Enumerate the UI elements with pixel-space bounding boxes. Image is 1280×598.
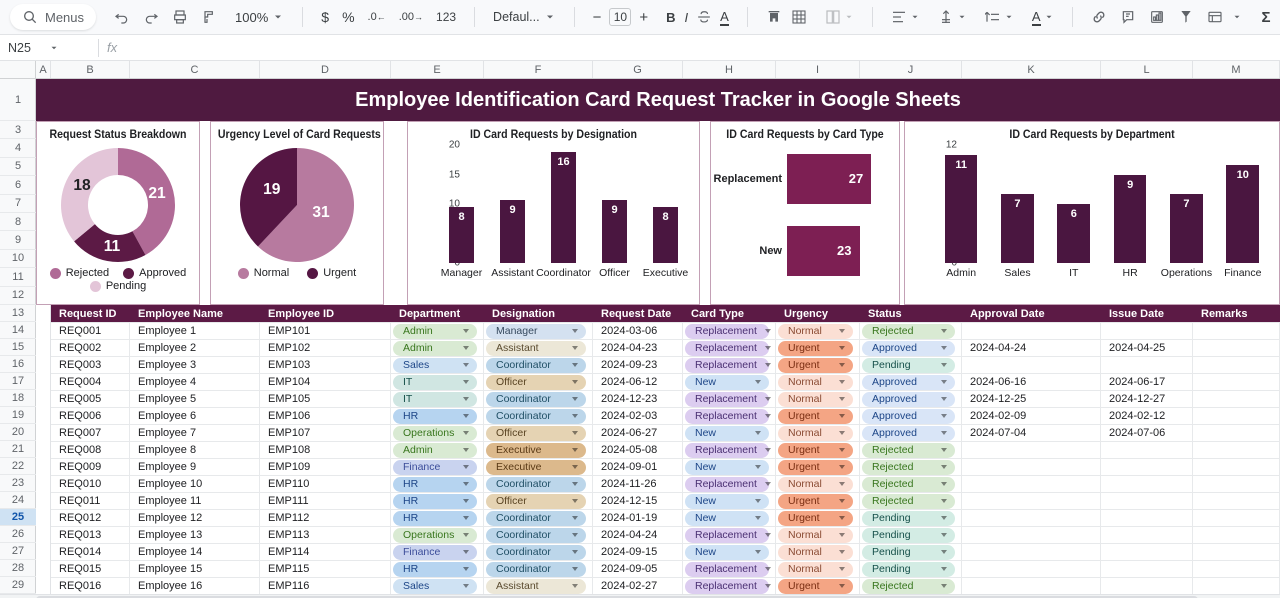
svg-text:19: 19: [263, 181, 281, 198]
svg-text:11: 11: [104, 238, 121, 255]
svg-text:21: 21: [148, 185, 166, 202]
svg-text:31: 31: [312, 204, 330, 221]
svg-text:18: 18: [73, 177, 91, 194]
